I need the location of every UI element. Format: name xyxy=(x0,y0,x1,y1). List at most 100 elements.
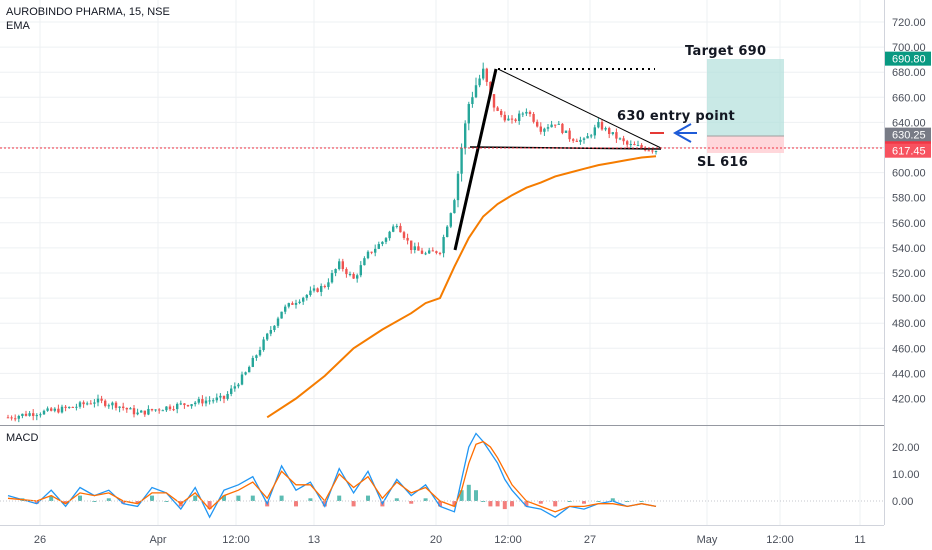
candle-body xyxy=(626,141,629,145)
symbol-title[interactable]: AUROBINDO PHARMA, 15, NSE xyxy=(6,6,170,18)
macd-histogram-bar xyxy=(538,501,543,504)
candle-body xyxy=(10,417,13,419)
candle-body xyxy=(586,136,589,139)
candle-body xyxy=(424,253,427,255)
candle-body xyxy=(456,173,460,201)
macd-tick-label: 20.00 xyxy=(892,442,920,454)
candle-body xyxy=(496,107,499,111)
candle-body xyxy=(86,403,89,405)
candle-body xyxy=(604,128,607,130)
candle-body xyxy=(546,127,550,129)
time-tick-label: May xyxy=(697,534,718,546)
candle-body xyxy=(442,237,445,254)
candle-body xyxy=(114,402,118,408)
candle-body xyxy=(215,397,218,401)
drawing-tools[interactable] xyxy=(0,68,884,251)
candle-body xyxy=(32,413,35,416)
ema-legend[interactable]: EMA xyxy=(6,20,30,32)
candle-body xyxy=(618,138,622,140)
candle-body xyxy=(478,78,481,86)
candle-body xyxy=(492,94,496,108)
candle-body xyxy=(651,150,654,152)
candle-body xyxy=(561,123,564,133)
candle-body xyxy=(536,121,539,127)
price-tick-label: 460.00 xyxy=(892,343,926,355)
candle-body xyxy=(111,402,114,406)
candle-body xyxy=(240,374,244,385)
candle-body xyxy=(298,301,301,303)
time-tick-label: 26 xyxy=(34,534,46,546)
macd-histogram-bar xyxy=(474,490,478,501)
candle-body xyxy=(615,132,618,139)
candle-body xyxy=(521,113,524,115)
macd-histogram-bar xyxy=(236,495,241,501)
candle-body xyxy=(330,273,334,283)
triangle-upper-line[interactable] xyxy=(497,68,662,149)
macd-histogram-bar xyxy=(351,501,356,507)
macd-histogram-bar xyxy=(193,495,198,501)
candle-body xyxy=(165,406,168,411)
candle-body xyxy=(251,357,254,367)
ema-line xyxy=(266,155,657,419)
price-tick-label: 680.00 xyxy=(892,67,926,79)
macd-axis[interactable]: 20.00 10.00 0.00 xyxy=(892,442,920,508)
entry-arrow-icon xyxy=(672,123,697,143)
candle-body xyxy=(147,408,150,415)
candle-body xyxy=(172,409,175,411)
macd-tick-label: 0.00 xyxy=(892,496,913,508)
candle-body xyxy=(35,415,38,417)
macd-histogram-bar xyxy=(582,501,586,504)
macd-histogram-bar xyxy=(596,501,601,502)
stop-zone[interactable] xyxy=(707,136,784,153)
candle-body xyxy=(273,325,276,330)
candle-body xyxy=(305,295,308,298)
flagpole-line[interactable] xyxy=(453,68,498,251)
candle-body xyxy=(363,258,366,266)
candle-body xyxy=(474,85,478,98)
candle-body xyxy=(107,405,110,407)
candle-body xyxy=(28,413,31,416)
macd-histogram-bar xyxy=(121,501,126,504)
price-tick-label: 540.00 xyxy=(892,243,926,255)
macd-histogram-bar xyxy=(34,501,39,504)
macd-plot[interactable] xyxy=(0,432,884,519)
candle-body xyxy=(212,400,215,402)
price-plot[interactable] xyxy=(6,62,658,423)
price-axis[interactable]: 720.00700.00680.00660.00640.00620.00600.… xyxy=(892,17,926,406)
price-tick-label: 500.00 xyxy=(892,293,926,305)
candle-body xyxy=(93,402,96,404)
macd-histogram-bar xyxy=(488,501,493,507)
candle-body xyxy=(392,226,395,232)
candle-body xyxy=(140,410,143,413)
candle-body xyxy=(420,250,424,254)
candle-body xyxy=(284,306,287,312)
candle-body xyxy=(575,140,578,142)
macd-legend[interactable]: MACD xyxy=(6,432,39,444)
time-axis[interactable]: 26 Apr 12:00 13 20 12:00 27 May 12:00 11 xyxy=(34,534,866,546)
candle-body xyxy=(503,114,506,121)
candle-body xyxy=(327,282,330,287)
macd-histogram-bar xyxy=(92,501,97,502)
target-zone[interactable] xyxy=(707,59,784,136)
candle-body xyxy=(518,113,521,121)
candle-body xyxy=(129,408,132,410)
candle-body xyxy=(399,225,402,233)
candle-body xyxy=(150,408,154,411)
macd-histogram-bar xyxy=(409,501,414,504)
candle-body xyxy=(57,408,60,413)
macd-histogram-bar xyxy=(495,501,500,507)
macd-histogram-bar xyxy=(502,501,507,510)
candle-body xyxy=(53,408,56,411)
candle-body xyxy=(467,104,470,124)
candle-body xyxy=(417,246,420,251)
candle-body xyxy=(118,406,121,408)
candle-body xyxy=(647,150,650,152)
candle-body xyxy=(654,151,658,153)
candle-body xyxy=(381,241,384,245)
candle-body xyxy=(75,406,78,408)
candle-body xyxy=(258,349,262,356)
candle-body xyxy=(388,231,391,239)
candle-body xyxy=(446,226,449,238)
price-tick-label: 700.00 xyxy=(892,42,926,54)
